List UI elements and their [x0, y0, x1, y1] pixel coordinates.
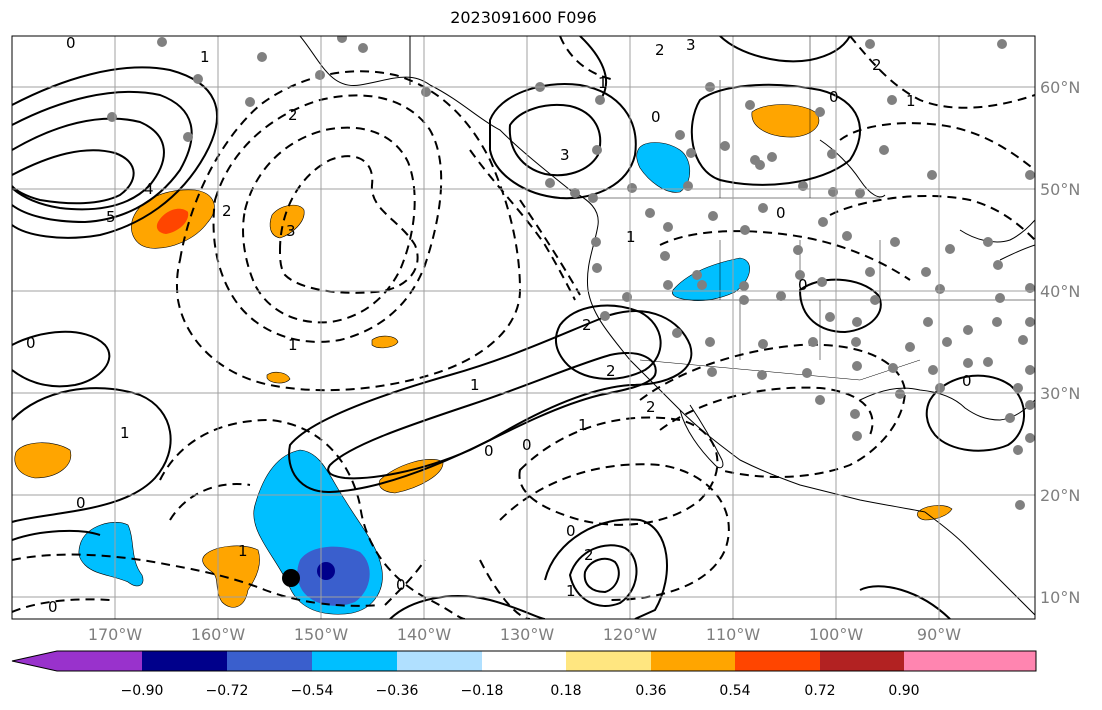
colorbar-swatch: [12, 651, 142, 671]
contour-label: 1: [120, 424, 130, 442]
contour-label: 0: [829, 88, 839, 106]
black-dot-marker: [282, 569, 300, 587]
lat-label: 10°N: [1040, 588, 1080, 607]
colorbar-tick-label: −0.54: [291, 683, 334, 699]
contour-label: 0: [66, 34, 76, 52]
lat-label: 20°N: [1040, 486, 1080, 505]
lon-label: 140°W: [397, 625, 452, 644]
cyan-region-pacific: [78, 522, 144, 587]
map-area: [12, 36, 1035, 619]
lon-label: 100°W: [809, 625, 864, 644]
contour-label: 1: [238, 542, 248, 560]
contour-label: 2: [584, 546, 594, 564]
orange-region-canada: [751, 104, 820, 138]
lon-label: 90°W: [917, 625, 961, 644]
colorbar-swatch: [227, 651, 312, 671]
contour-label: 0: [26, 334, 36, 352]
lon-label: 150°W: [294, 625, 349, 644]
colorbar-swatch: [482, 651, 566, 671]
colorbar-swatch: [904, 651, 1036, 671]
contour-label: 5: [106, 208, 116, 226]
contour-label: 1: [470, 376, 480, 394]
contour-label: 0: [76, 494, 86, 512]
lon-label: 110°W: [706, 625, 761, 644]
contour-label: 2: [646, 398, 656, 416]
latitude-labels: 60°N 50°N 40°N 30°N 20°N 10°N: [1040, 78, 1080, 607]
colorbar-swatch: [397, 651, 482, 671]
colorbar-tick-label: 0.18: [550, 683, 581, 699]
contour-label: 1: [598, 74, 608, 92]
contour-label: 2: [872, 56, 882, 74]
colorbar-swatch: [142, 651, 227, 671]
contour-label: 1: [906, 92, 916, 110]
colorbar-tick-label: −0.18: [461, 683, 504, 699]
orange-blob-3: [266, 371, 291, 384]
colorbar-swatch: [312, 651, 397, 671]
colorbar-swatch: [735, 651, 820, 671]
contour-label: 1: [566, 582, 576, 600]
colorbar-swatch: [651, 651, 735, 671]
contour-label: 2: [582, 316, 592, 334]
colorbar-tick-label: 0.54: [719, 683, 750, 699]
contour-label: 0: [522, 436, 532, 454]
contour-label: 2: [606, 362, 616, 380]
orange-blob-7: [917, 505, 953, 521]
contour-label: 2: [222, 202, 232, 220]
map-title: 2023091600 F096: [450, 8, 597, 27]
cyan-region-canada: [636, 142, 691, 193]
colorbar-tick-label: 0.72: [804, 683, 835, 699]
colorbar-tick-label: 0.36: [635, 683, 666, 699]
contour-labels: 0 1 2 3 4 5 1 2 3 1 0 0 2 1 0 1 2 3 0 0 …: [26, 34, 972, 616]
contour-label: 2: [288, 106, 298, 124]
contour-label: 1: [288, 336, 298, 354]
colorbar-tick-label: −0.90: [121, 683, 164, 699]
orange-blob-5: [14, 442, 72, 479]
colorbar-tick-label: 0.90: [888, 683, 919, 699]
lon-label: 170°W: [88, 625, 143, 644]
contour-label: 0: [651, 108, 661, 126]
contour-label: 0: [776, 204, 786, 222]
lat-label: 60°N: [1040, 78, 1080, 97]
contour-label: 3: [686, 36, 696, 54]
blue-core-central: [297, 546, 370, 606]
colorbar: −0.90 −0.72 −0.54 −0.36 −0.18 0.18 0.36 …: [11, 650, 1037, 699]
lat-label: 50°N: [1040, 180, 1080, 199]
lat-label: 30°N: [1040, 384, 1080, 403]
contour-label: 3: [286, 222, 296, 240]
contour-label: 1: [578, 416, 588, 434]
station-markers: [107, 36, 1035, 510]
contour-label: 0: [48, 598, 58, 616]
contour-label: 2: [655, 41, 665, 59]
colorbar-tick-label: −0.72: [206, 683, 249, 699]
contour-label: 3: [560, 146, 570, 164]
lon-label: 160°W: [191, 625, 246, 644]
colorbar-outline: [11, 650, 1037, 672]
lon-label: 120°W: [603, 625, 658, 644]
orange-blob-6: [202, 545, 260, 608]
colorbar-tick-label: −0.36: [376, 683, 419, 699]
contour-label: 4: [144, 180, 154, 198]
contour-label: 0: [566, 522, 576, 540]
longitude-labels: 170°W 160°W 150°W 140°W 130°W 120°W 110°…: [88, 625, 961, 644]
navy-dot-marker: [317, 562, 335, 580]
colorbar-swatch: [820, 651, 904, 671]
colorbar-swatch: [566, 651, 651, 671]
lon-label: 130°W: [500, 625, 555, 644]
contour-label: 0: [396, 576, 406, 594]
cyan-region-us: [672, 257, 750, 302]
lat-label: 40°N: [1040, 282, 1080, 301]
contour-label: 1: [200, 48, 210, 66]
contour-label: 0: [484, 442, 494, 460]
map-frame: [11, 35, 1036, 620]
contour-label: 0: [962, 372, 972, 390]
red-core-west: [156, 208, 189, 234]
contour-label: 0: [798, 276, 808, 294]
contour-label: 1: [626, 228, 636, 246]
gridlines: [12, 36, 1035, 619]
orange-blob-2: [371, 335, 399, 349]
